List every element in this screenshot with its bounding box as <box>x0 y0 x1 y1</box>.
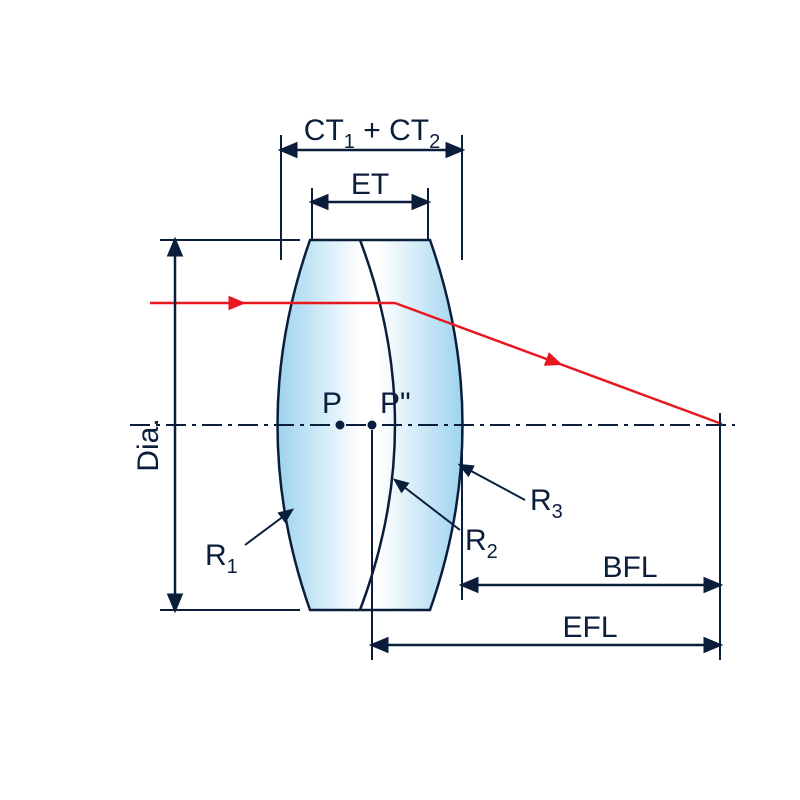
label-p: P <box>322 387 342 420</box>
label-r1: R1 <box>205 539 238 578</box>
label-r2: R2 <box>465 524 498 563</box>
label-r3: R3 <box>530 484 563 523</box>
dim-et: ET <box>312 168 428 240</box>
label-pp: P" <box>380 387 411 420</box>
label-bfl: BFL <box>602 551 657 584</box>
pointer-r1: R1 <box>205 510 292 578</box>
label-efl: EFL <box>562 611 617 644</box>
label-et: ET <box>351 168 389 201</box>
lens-diagram: Dia. CT1 + CT2 ET P P" R1 R2 R3 <box>0 0 800 800</box>
label-ct: CT1 + CT2 <box>304 114 440 153</box>
pointer-r3: R3 <box>460 465 563 523</box>
label-dia: Dia. <box>132 418 165 471</box>
